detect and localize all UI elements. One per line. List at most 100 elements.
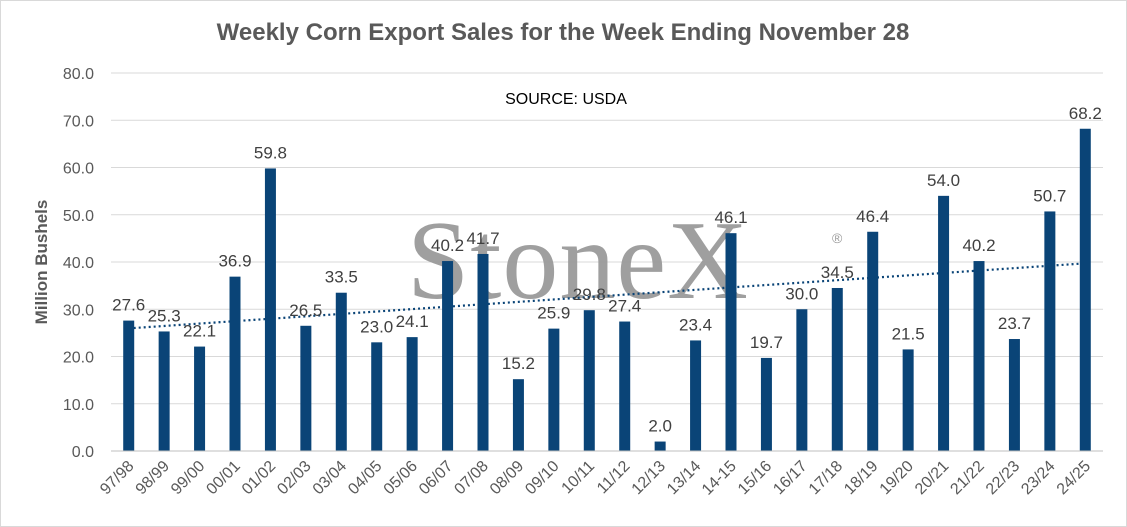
x-tick-label: 15/16 <box>735 458 775 498</box>
x-axis-ticks: 97/9898/9999/0000/0101/0202/0303/0404/05… <box>97 458 1094 499</box>
bars <box>123 128 1091 451</box>
y-tick-label: 60.0 <box>63 161 94 178</box>
bar-20-21 <box>938 195 950 451</box>
x-tick-label: 08/09 <box>487 458 527 498</box>
data-label: 50.7 <box>1033 186 1066 205</box>
data-label: 26.5 <box>289 301 322 320</box>
y-tick-label: 10.0 <box>63 397 94 414</box>
data-label: 59.8 <box>254 143 287 162</box>
data-label: 25.9 <box>537 304 570 323</box>
data-label: 23.0 <box>360 317 393 336</box>
data-label: 36.9 <box>218 252 251 271</box>
x-tick-label: 24/25 <box>1054 458 1094 498</box>
data-label: 2.0 <box>648 417 672 436</box>
data-label: 41.7 <box>466 229 499 248</box>
y-tick-label: 70.0 <box>63 113 94 130</box>
watermark-text: StoneX <box>407 199 749 323</box>
data-label: 40.2 <box>962 236 995 255</box>
bar-09-10 <box>548 328 560 451</box>
x-tick-label: 17/18 <box>806 458 846 498</box>
data-label: 21.5 <box>892 324 925 343</box>
x-tick-label: 13/14 <box>664 458 704 498</box>
y-tick-label: 50.0 <box>63 208 94 225</box>
data-label: 34.5 <box>821 263 854 282</box>
data-label: 29.8 <box>573 285 606 304</box>
bar-05-06 <box>406 337 418 451</box>
data-label: 22.1 <box>183 322 216 341</box>
x-tick-label: 02/03 <box>274 458 314 498</box>
bar-13-14 <box>690 340 702 451</box>
x-tick-label: 05/06 <box>381 458 421 498</box>
bar-22-23 <box>1008 339 1020 451</box>
bar-21-22 <box>973 261 985 451</box>
bar-17-18 <box>831 287 843 451</box>
bar-24-25 <box>1079 128 1091 451</box>
bar-12-13 <box>654 441 666 451</box>
source-annotation: SOURCE: USDA <box>505 91 627 108</box>
data-label: 46.4 <box>856 207 889 226</box>
watermark-registered-mark: ® <box>832 230 843 246</box>
bar-08-09 <box>512 379 524 451</box>
x-tick-label: 19/20 <box>877 458 917 498</box>
data-label: 54.0 <box>927 171 960 190</box>
data-labels: 27.625.322.1 36.9 59.8 26.533.5 23.0 24.1 40.2… <box>112 104 1102 436</box>
x-tick-label: 22/23 <box>983 458 1023 498</box>
bar-97-98 <box>123 320 135 451</box>
bar-23-24 <box>1044 211 1056 451</box>
data-label: 24.1 <box>396 312 429 331</box>
data-label: 46.1 <box>714 208 747 227</box>
data-label: 40.2 <box>431 236 464 255</box>
x-tick-label: 09/10 <box>522 458 562 498</box>
x-tick-label: 97/98 <box>97 458 137 498</box>
y-axis-label: Million Bushels <box>32 200 51 325</box>
y-tick-label: 30.0 <box>63 302 94 319</box>
x-tick-label: 07/08 <box>451 458 491 498</box>
x-tick-label: 16/17 <box>770 458 810 498</box>
x-tick-label: 01/02 <box>239 458 279 498</box>
data-label: 23.4 <box>679 315 712 334</box>
x-tick-label: 03/04 <box>310 458 350 498</box>
x-tick-label: 18/19 <box>841 458 881 498</box>
x-tick-label: 10/11 <box>559 458 599 498</box>
bar-01-02 <box>264 168 276 451</box>
data-label: 19.7 <box>750 333 783 352</box>
x-tick-label: 20/21 <box>912 458 952 498</box>
x-tick-label: 11/12 <box>594 458 634 498</box>
bar-19-20 <box>902 349 914 451</box>
x-tick-label: 23/24 <box>1018 458 1058 498</box>
x-tick-label: 12/13 <box>629 458 669 498</box>
bar-15-16 <box>760 357 772 451</box>
bar-02-03 <box>300 325 312 451</box>
watermark-logo: StoneX ® <box>407 199 843 323</box>
y-tick-label: 20.0 <box>63 350 94 367</box>
bar-16-17 <box>796 309 808 451</box>
bar-11-12 <box>619 321 631 451</box>
gridlines <box>111 72 1103 405</box>
bar-14-15 <box>725 233 737 451</box>
y-tick-label: 0.0 <box>72 444 94 461</box>
x-tick-label: 04/05 <box>345 458 385 498</box>
chart-title: Weekly Corn Export Sales for the Week En… <box>217 19 910 46</box>
bar-98-99 <box>158 331 170 451</box>
y-tick-label: 80.0 <box>63 66 94 83</box>
bar-07-08 <box>477 253 489 451</box>
data-label: 15.2 <box>502 354 535 373</box>
bar-18-19 <box>867 231 879 451</box>
x-tick-label: 99/00 <box>168 458 208 498</box>
y-tick-label: 40.0 <box>63 255 94 272</box>
data-label: 68.2 <box>1069 104 1102 123</box>
bar-04-05 <box>371 342 383 451</box>
bar-00-01 <box>229 276 241 451</box>
data-label: 30.0 <box>785 284 818 303</box>
data-label: 23.7 <box>998 314 1031 333</box>
x-tick-label: 06/07 <box>416 458 456 498</box>
data-label: 25.3 <box>148 306 181 325</box>
bar-03-04 <box>335 292 347 451</box>
x-tick-label: 21/22 <box>947 458 987 498</box>
data-label: 33.5 <box>325 268 358 287</box>
x-tick-label: 14-15 <box>699 458 740 499</box>
bar-06-07 <box>442 261 454 451</box>
x-tick-label: 98/99 <box>133 458 173 498</box>
bar-99-00 <box>194 346 206 451</box>
